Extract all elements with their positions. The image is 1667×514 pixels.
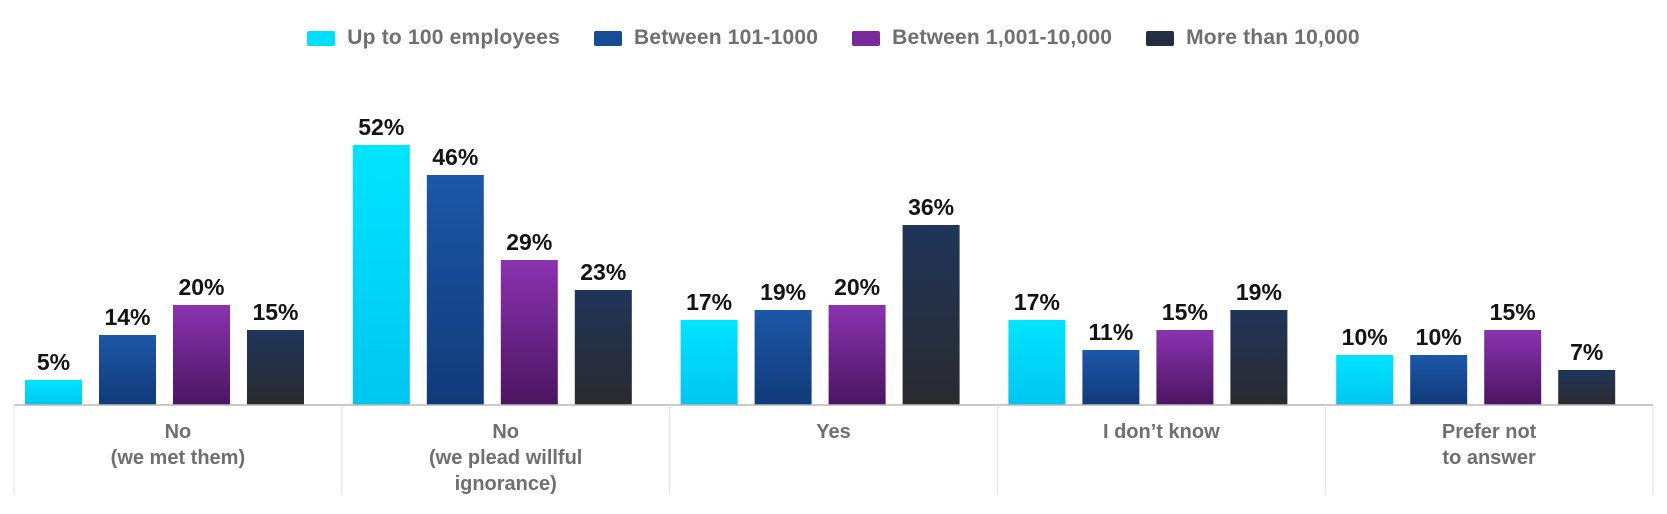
data-label: 20%: [178, 274, 224, 300]
bar: [1008, 320, 1066, 405]
data-label: 5%: [37, 349, 70, 375]
bar: [574, 290, 632, 405]
bar: [754, 310, 812, 405]
bar: [247, 330, 304, 405]
bar: [25, 380, 82, 405]
data-label: 15%: [1162, 299, 1208, 325]
data-label: 29%: [506, 229, 552, 255]
legend-label: Up to 100 employees: [347, 26, 560, 49]
category-label: (we met them): [111, 447, 245, 469]
bar: [99, 335, 156, 405]
category-label: No: [492, 421, 519, 443]
category-label: No: [165, 421, 192, 443]
bar: [680, 320, 738, 405]
bar: [828, 305, 886, 405]
data-label: 15%: [252, 299, 298, 325]
bar: [1410, 355, 1468, 405]
data-label: 10%: [1342, 324, 1388, 350]
bar: [1484, 330, 1542, 405]
data-label: 20%: [834, 274, 880, 300]
data-label: 17%: [1014, 289, 1060, 315]
bar: [1156, 330, 1214, 405]
data-label: 7%: [1570, 339, 1603, 365]
legend-label: Between 101-1000: [634, 26, 819, 49]
category-label: (we plead willful: [429, 447, 582, 469]
bar: [173, 305, 230, 405]
category-label: to answer: [1442, 447, 1536, 469]
data-label: 15%: [1490, 299, 1536, 325]
legend-swatch: [594, 30, 622, 46]
bar: [1558, 370, 1616, 405]
category-label: ignorance): [455, 473, 557, 495]
data-label: 23%: [580, 259, 626, 285]
data-label: 11%: [1089, 319, 1134, 345]
data-label: 19%: [760, 279, 806, 305]
data-label: 17%: [686, 289, 732, 315]
bar: [1082, 350, 1140, 405]
bar: [352, 145, 410, 405]
bar: [500, 260, 558, 405]
legend-label: More than 10,000: [1186, 26, 1360, 49]
data-label: 19%: [1236, 279, 1282, 305]
legend-label: Between 1,001-10,000: [892, 26, 1113, 49]
bar: [1336, 355, 1394, 405]
data-label: 10%: [1416, 324, 1462, 350]
legend-swatch: [307, 30, 336, 46]
legend-item: Between 101-1000: [594, 26, 818, 50]
category-label: Prefer not: [1442, 421, 1537, 443]
legend: Up to 100 employees Between 101-1000 Bet…: [0, 22, 1667, 54]
data-label: 46%: [432, 144, 478, 170]
category-label: I don’t know: [1103, 421, 1220, 443]
legend-swatch: [852, 30, 881, 46]
bar: [902, 225, 960, 405]
legend-swatch: [1146, 30, 1175, 46]
data-label: 14%: [104, 304, 150, 330]
bar: [1230, 310, 1288, 405]
legend-item: More than 10,000: [1146, 26, 1360, 50]
bar: [426, 175, 484, 405]
data-label: 52%: [358, 114, 404, 140]
data-label: 36%: [908, 194, 954, 220]
category-label: Yes: [816, 421, 850, 443]
legend-item: Between 1,001-10,000: [852, 26, 1112, 50]
legend-item: Up to 100 employees: [307, 26, 560, 50]
